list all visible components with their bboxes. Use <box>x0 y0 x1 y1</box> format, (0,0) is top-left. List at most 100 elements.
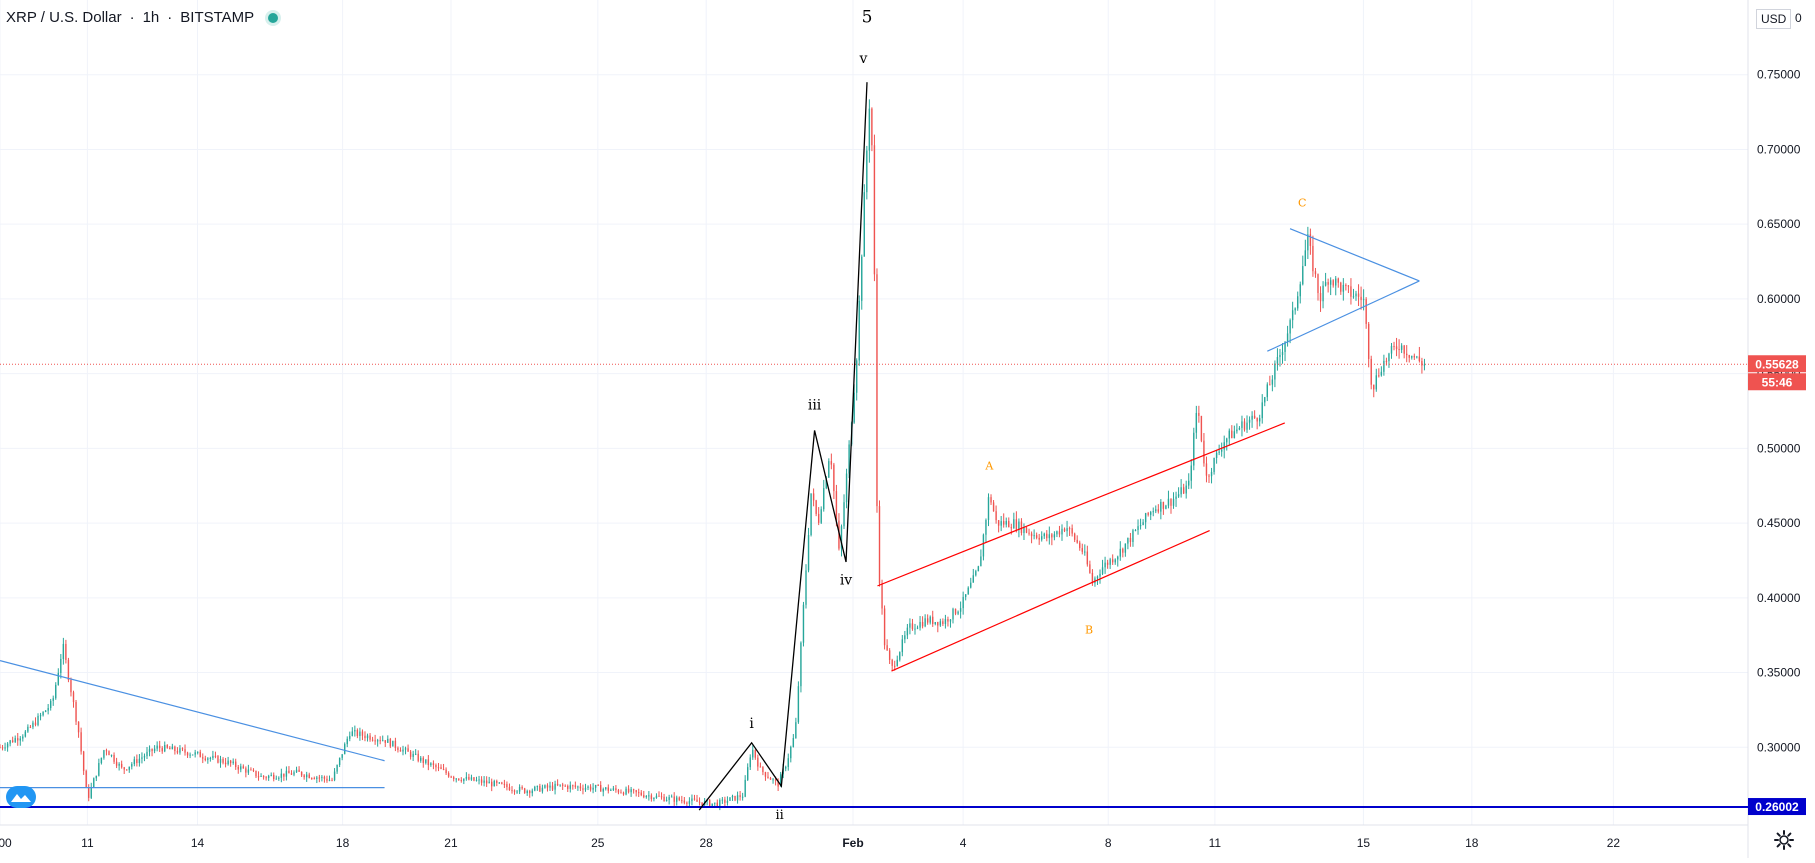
channel-lower <box>891 530 1210 672</box>
candle-body <box>574 785 577 787</box>
x-tick-label: 18 <box>1465 836 1479 850</box>
candle-body <box>541 787 544 792</box>
candle-body <box>242 766 245 769</box>
candle-body <box>1350 286 1352 297</box>
candle-body <box>72 692 75 703</box>
candle-body <box>1043 533 1045 537</box>
candle-body <box>1091 572 1094 584</box>
candle-body <box>1193 432 1195 466</box>
candle-body <box>93 778 95 788</box>
candle-body <box>1190 465 1192 481</box>
candle-body <box>534 786 536 791</box>
candle-body <box>873 145 876 275</box>
candle-body <box>914 628 916 630</box>
candle-body <box>1182 487 1185 494</box>
candle-body <box>888 650 891 660</box>
candle-body <box>1360 296 1362 301</box>
candle-body <box>820 509 822 523</box>
currency-button[interactable]: USD <box>1756 9 1792 29</box>
candle-body <box>929 616 931 623</box>
candle-body <box>648 795 650 797</box>
candle-body <box>379 740 381 742</box>
candle-body <box>1393 346 1395 348</box>
candle-body <box>736 795 739 801</box>
candle-body <box>1413 355 1416 358</box>
triangle-upper <box>1289 228 1420 282</box>
candle-body <box>1271 379 1274 385</box>
candle-body <box>42 711 44 716</box>
y-tick-label: 0.40000 <box>1757 591 1801 605</box>
candle-body <box>323 776 326 779</box>
candle-body <box>904 635 906 640</box>
candle-body <box>270 774 272 776</box>
candle-body <box>1309 234 1312 246</box>
candle-body <box>896 659 898 666</box>
candle-body <box>767 776 769 778</box>
candle-body <box>655 795 658 798</box>
tradingview-logo-icon[interactable] <box>6 786 36 808</box>
candle-body <box>169 747 171 750</box>
candle-body <box>698 801 701 803</box>
x-tick-label: 18 <box>336 836 350 850</box>
candle-body <box>1406 353 1408 356</box>
candle-body <box>179 748 181 753</box>
candle-body <box>458 778 460 781</box>
candle-body <box>1403 345 1405 354</box>
candle-body <box>1329 280 1332 285</box>
candle-body <box>1307 234 1309 251</box>
candle-body <box>1226 438 1228 443</box>
candle-body <box>1038 537 1040 540</box>
candle-body <box>817 513 820 523</box>
candle-body <box>1114 559 1116 563</box>
candle-body <box>47 708 49 711</box>
candle-body <box>158 745 161 749</box>
candle-body <box>1395 346 1398 350</box>
candle-body <box>118 763 120 766</box>
candle-body <box>1279 354 1281 358</box>
candle-body <box>442 768 445 770</box>
candle-body <box>1416 356 1418 358</box>
candle-body <box>191 754 194 756</box>
candle-body <box>554 783 556 790</box>
candle-body <box>531 790 533 794</box>
candle-body <box>344 744 346 755</box>
candle-body <box>1423 364 1426 366</box>
candle-body <box>883 608 886 646</box>
candle-body <box>1015 519 1018 530</box>
candle-body <box>174 746 176 752</box>
candle-body <box>861 256 863 301</box>
candle-body <box>686 802 688 804</box>
candle-body <box>855 360 858 393</box>
candle-body <box>376 740 379 742</box>
candle-body <box>1089 564 1091 573</box>
candle-body <box>741 796 744 798</box>
candle-body <box>792 738 795 747</box>
candle-body <box>774 779 777 781</box>
candle-body <box>427 759 430 766</box>
candle-body <box>181 748 184 750</box>
candle-body <box>196 751 199 753</box>
candle-body <box>128 766 130 770</box>
candle-body <box>1137 526 1139 530</box>
gear-icon[interactable] <box>1773 829 1795 851</box>
candle-body <box>146 751 148 757</box>
candle-body <box>1132 530 1134 542</box>
candle-body <box>1071 528 1073 534</box>
candle-body <box>1175 496 1177 499</box>
candle-body <box>37 715 39 725</box>
candle-body <box>721 799 724 801</box>
candle-body <box>1134 529 1137 531</box>
candle-body <box>22 736 24 739</box>
x-tick-label: 8 <box>1105 836 1112 850</box>
candle-body <box>691 798 693 802</box>
candle-body <box>830 461 833 465</box>
candle-body <box>937 622 939 626</box>
symbol-header[interactable]: XRP / U.S. Dollar · 1h · BITSTAMP <box>6 9 279 26</box>
candle-body <box>57 672 59 685</box>
candle-body <box>1342 284 1345 292</box>
candle-body <box>1068 528 1071 530</box>
candle-body <box>1079 542 1081 549</box>
candle-body <box>1421 361 1423 366</box>
